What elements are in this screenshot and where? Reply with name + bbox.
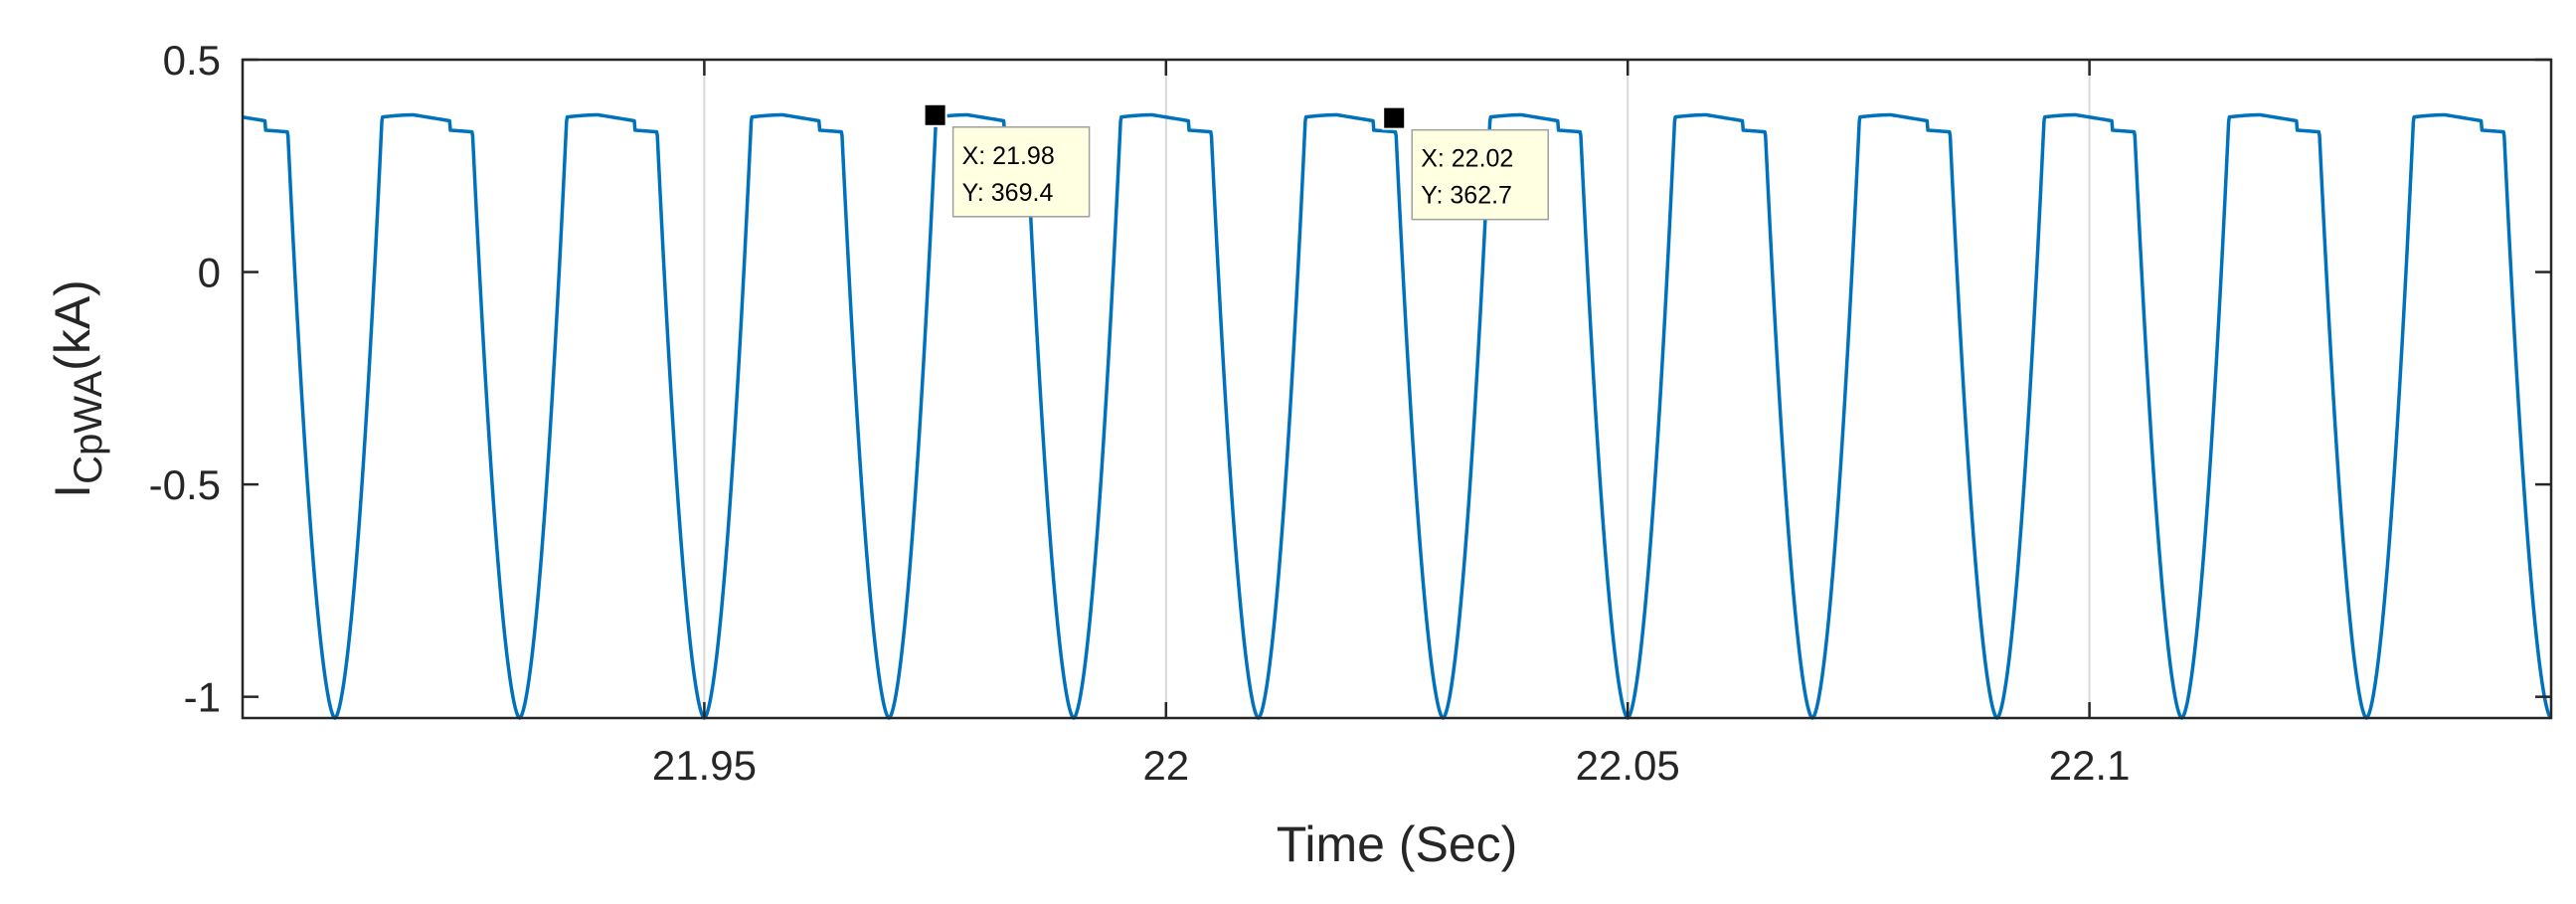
y-tick-label: 0 (198, 250, 221, 296)
datatip-box (1411, 128, 1549, 221)
datatips: X: 21.98 Y: 369.4 X: 22.02 Y: 362.7 (923, 102, 1549, 221)
y-tick-label: -0.5 (149, 461, 221, 508)
x-axis-label: Time (Sec) (1277, 816, 1518, 872)
y-axis-label: ICpWA(kA) (45, 279, 110, 498)
datatip-marker[interactable] (1382, 105, 1407, 130)
y-axis-label-base: I (45, 484, 100, 498)
datatip-box (951, 126, 1091, 218)
x-tick-label: 22.05 (1576, 742, 1680, 789)
datatip-x-label: X: 21.98 (962, 142, 1055, 170)
x-tick-label: 22.1 (2049, 742, 2131, 789)
grid-lines (703, 60, 2091, 718)
series-line (241, 112, 2553, 720)
axes-box (241, 58, 2553, 720)
series-line-layer (241, 112, 2553, 720)
y-tick-label: -1 (184, 674, 221, 721)
x-tick-label: 22 (1142, 742, 1189, 789)
datatip-y-label: Y: 362.7 (1421, 182, 1512, 210)
y-tick-label: 0.5 (163, 37, 221, 84)
datatip-y-label: Y: 369.4 (962, 179, 1054, 207)
datatip-marker[interactable] (923, 102, 947, 127)
y-axis-label-subscript: CpWA (67, 371, 110, 484)
x-tick-label: 21.95 (652, 742, 757, 789)
datatip-x-label: X: 22.02 (1421, 145, 1513, 173)
ticks: 21.95 22 22.05 22.1 0.5 0 -0.5 -1 (149, 37, 2551, 789)
y-axis-label-suffix: (kA) (45, 279, 100, 371)
